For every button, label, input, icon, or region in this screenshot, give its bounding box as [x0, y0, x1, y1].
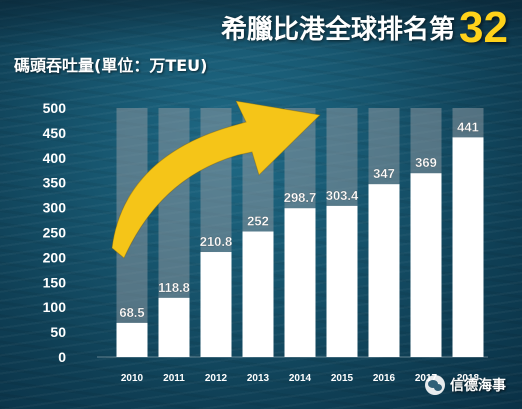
x-tick-label: 2016: [373, 373, 396, 384]
watermark-text: 信德海事: [450, 378, 506, 394]
y-tick-label: 200: [43, 249, 67, 265]
trend-arrow-icon: [111, 100, 322, 259]
data-bar: [158, 297, 190, 357]
x-tick-label: 2015: [331, 373, 354, 384]
x-tick-label: 2012: [205, 373, 228, 384]
unit-label: 碼頭吞吐量(單位：万TEU): [14, 56, 208, 75]
bar-value-label: 210.8: [200, 234, 233, 249]
y-tick-label: 0: [58, 349, 66, 365]
bar-value-label: 441: [457, 119, 479, 134]
y-tick-label: 350: [43, 175, 67, 191]
watermark: 信德海事: [425, 375, 506, 395]
wechat-icon: [425, 375, 445, 395]
y-tick-label: 300: [43, 200, 67, 216]
y-tick-label: 100: [43, 299, 67, 315]
bar-value-label: 369: [415, 155, 437, 170]
headline: 希臘比港全球排名第 32: [221, 4, 508, 50]
data-bar: [410, 173, 442, 357]
data-bar: [284, 208, 316, 357]
data-bar: [452, 137, 484, 357]
header-band: [0, 0, 522, 50]
data-bar: [116, 322, 148, 357]
bar-value-label: 252: [247, 214, 269, 229]
y-tick-label: 400: [43, 150, 67, 166]
data-bar: [326, 205, 358, 357]
y-tick-label: 250: [43, 225, 67, 241]
x-tick-label: 2014: [289, 373, 312, 384]
x-tick-label: 2018: [457, 373, 480, 384]
headline-rank: 32: [459, 3, 508, 52]
data-bar: [368, 184, 400, 357]
headline-text: 希臘比港全球排名第: [221, 15, 456, 45]
x-tick-label: 2013: [247, 373, 270, 384]
data-bar: [242, 231, 274, 357]
y-tick-label: 500: [43, 100, 67, 116]
bar-value-label: 303.4: [326, 188, 359, 203]
bar-value-label: 118.8: [158, 280, 190, 295]
y-tick-label: 450: [43, 125, 67, 141]
x-tick-label: 2010: [121, 373, 144, 384]
x-tick-label: 2011: [163, 373, 185, 384]
data-bar: [200, 252, 232, 357]
y-tick-label: 50: [50, 324, 66, 340]
bar-value-label: 347: [373, 166, 395, 181]
bar-value-label: 68.5: [119, 305, 144, 320]
y-tick-label: 150: [43, 274, 67, 290]
bar-value-label: 298.7: [284, 190, 317, 205]
